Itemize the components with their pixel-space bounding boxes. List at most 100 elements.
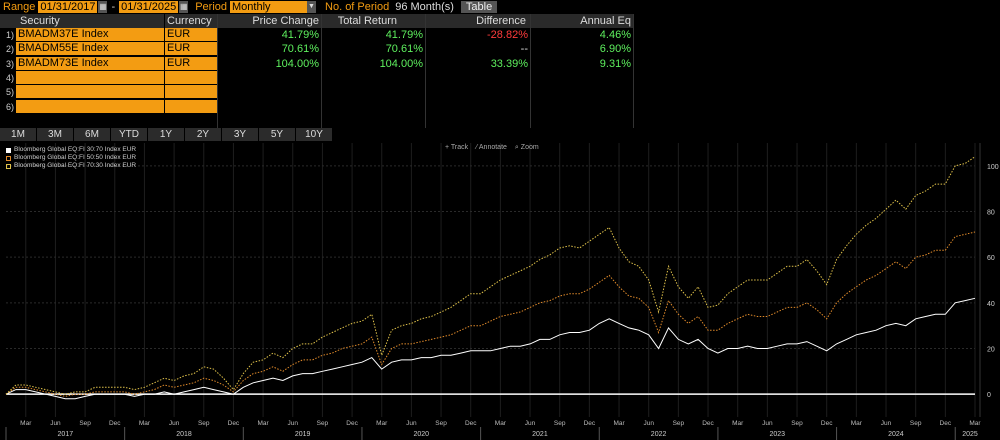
table-row[interactable]: 1) BMADM37E Index EUR 41.79% 41.79% -28.82% 4.…	[0, 28, 635, 42]
zoom-tool[interactable]: ⌕ Zoom	[515, 144, 539, 152]
track-tool[interactable]: + Track	[445, 144, 468, 152]
year-label: 2024	[888, 431, 904, 438]
series-line-2[interactable]	[5, 231, 976, 397]
total-return-value	[322, 71, 425, 85]
num-period-value: 96 Month(s)	[395, 1, 454, 13]
period-button-bar: 1M 3M 6M YTD 1Y 2Y 3Y 5Y 10Y	[0, 128, 333, 141]
start-date-field[interactable]: 01/31/2017	[38, 1, 98, 13]
zoom-icon: ⌕	[514, 144, 521, 151]
table-row[interactable]: 6)	[0, 99, 635, 114]
table-row[interactable]: 3) BMADM73E Index EUR 104.00% 104.00% 33.39% 9…	[0, 56, 635, 71]
table-row[interactable]: 5)	[0, 85, 635, 99]
legend-item[interactable]: Bloomberg Global EQ:FI 50:50 Index EUR	[6, 154, 136, 162]
end-calendar-icon[interactable]: ▦	[179, 1, 189, 13]
performance-chart[interactable]: 0 20 40 60 80 100 Mar Jun Sep Dec Mar Jun Sep Dec Mar J…	[0, 141, 1000, 440]
total-return-value: 70.61%	[385, 43, 423, 56]
period-button-3y[interactable]: 3Y	[222, 128, 259, 141]
period-button-3m[interactable]: 3M	[37, 128, 74, 141]
period-label: Period	[195, 1, 228, 13]
period-select[interactable]: Monthly ▼	[230, 1, 317, 13]
period-button-1m[interactable]: 1M	[0, 128, 37, 141]
header-total-return[interactable]: Total Return	[322, 14, 425, 28]
period-value: Monthly	[232, 1, 271, 13]
x-tick-label: Dec	[346, 420, 358, 427]
price-change-value: 70.61%	[281, 43, 319, 56]
currency-field[interactable]: EUR	[165, 28, 217, 41]
row-number: 1)	[5, 30, 14, 40]
end-date-field[interactable]: 01/31/2025	[119, 1, 179, 13]
annual-eq-value	[531, 85, 633, 99]
chevron-down-icon[interactable]: ▼	[307, 1, 317, 13]
annual-eq-value	[531, 71, 633, 85]
annotate-tool[interactable]: ⁄ Annotate	[476, 144, 507, 152]
header-annual-eq[interactable]: Annual Eq	[531, 14, 633, 28]
y-tick-label: 100	[987, 164, 999, 171]
price-change-value: 104.00%	[275, 57, 319, 70]
table-button[interactable]: Table	[460, 1, 498, 13]
currency-field[interactable]: EUR	[165, 42, 217, 56]
header-difference[interactable]: Difference	[426, 14, 530, 28]
year-label: 2025	[962, 431, 978, 438]
track-label: Track	[450, 144, 469, 151]
price-change-value	[218, 85, 321, 99]
period-button-5y[interactable]: 5Y	[259, 128, 296, 141]
security-field[interactable]	[16, 99, 164, 113]
x-tick-label: Dec	[940, 420, 952, 427]
y-tick-label: 80	[987, 210, 995, 217]
x-tick-label: Mar	[257, 420, 269, 427]
x-tick-label: Jun	[50, 420, 61, 427]
x-tick-label: Sep	[673, 420, 685, 427]
legend-item[interactable]: Bloomberg Global EQ:FI 70:30 Index EUR	[6, 162, 136, 170]
y-tick-label: 40	[987, 301, 995, 308]
security-field[interactable]: BMADM73E Index	[16, 56, 164, 70]
header-price-change[interactable]: Price Change	[218, 14, 321, 28]
period-button-2y[interactable]: 2Y	[185, 128, 222, 141]
table-row[interactable]: 2) BMADM55E Index EUR 70.61% 70.61% -- 6.90%	[0, 42, 635, 56]
security-field[interactable]: BMADM55E Index	[16, 42, 164, 56]
chart-legend: Bloomberg Global EQ:FI 30:70 Index EUR Bl…	[6, 146, 136, 170]
period-button-6m[interactable]: 6M	[74, 128, 111, 141]
security-field[interactable]	[16, 70, 164, 84]
period-button-1y[interactable]: 1Y	[148, 128, 185, 141]
x-tick-label: Sep	[910, 420, 922, 427]
start-calendar-icon[interactable]: ▦	[98, 1, 108, 13]
header-security[interactable]: Security	[16, 14, 164, 28]
price-change-value	[218, 100, 321, 114]
header-blank	[0, 14, 16, 28]
security-field[interactable]: BMADM37E Index	[16, 28, 164, 41]
annual-eq-value: 6.90%	[599, 43, 631, 56]
toolbar: Range 01/31/2017 ▦ - 01/31/2025 ▦ Period…	[0, 0, 1000, 14]
x-tick-label: Dec	[584, 420, 596, 427]
x-tick-label: Dec	[109, 420, 121, 427]
difference-value	[426, 85, 530, 99]
row-number: 4)	[5, 72, 14, 83]
x-tick-label: Mar	[20, 420, 32, 427]
difference-value: -28.82%	[487, 29, 528, 41]
y-tick-label: 60	[987, 255, 995, 262]
row-number: 5)	[5, 87, 14, 98]
x-tick-label: Mar	[139, 420, 151, 427]
total-return-value	[322, 85, 425, 99]
period-button-ytd[interactable]: YTD	[111, 128, 148, 141]
x-tick-label: Dec	[228, 420, 240, 427]
series-line-1[interactable]	[5, 297, 976, 400]
header-currency[interactable]: Currency	[165, 14, 217, 28]
legend-label: Bloomberg Global EQ:FI 70:30 Index EUR	[14, 162, 137, 169]
currency-field[interactable]	[165, 99, 217, 113]
difference-value: --	[520, 43, 528, 56]
zoom-label: Zoom	[520, 144, 539, 151]
currency-field[interactable]	[165, 70, 217, 84]
currency-field[interactable]: EUR	[165, 56, 217, 70]
currency-field[interactable]	[165, 85, 217, 99]
security-field[interactable]	[16, 85, 164, 99]
x-tick-label: Dec	[702, 420, 714, 427]
x-tick-label: Sep	[317, 420, 329, 427]
row-number: 2)	[5, 44, 14, 55]
table-row[interactable]: 4)	[0, 70, 635, 85]
x-tick-label: Sep	[435, 420, 447, 427]
x-tick-label: Jun	[525, 420, 536, 427]
period-button-10y[interactable]: 10Y	[296, 128, 333, 141]
legend-item[interactable]: Bloomberg Global EQ:FI 30:70 Index EUR	[6, 146, 136, 154]
x-tick-label: Jun	[406, 420, 417, 427]
series-line-3[interactable]	[5, 156, 976, 395]
